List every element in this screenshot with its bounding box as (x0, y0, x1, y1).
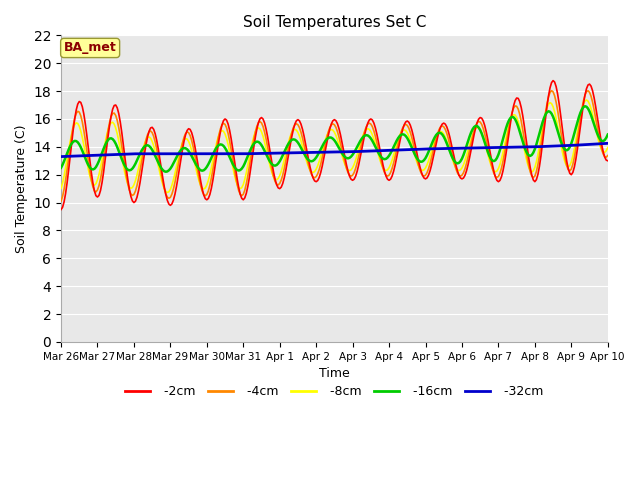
Text: BA_met: BA_met (64, 41, 116, 54)
X-axis label: Time: Time (319, 367, 350, 380)
Title: Soil Temperatures Set C: Soil Temperatures Set C (243, 15, 426, 30)
Y-axis label: Soil Temperature (C): Soil Temperature (C) (15, 124, 28, 253)
Legend:  -2cm,  -4cm,  -8cm,  -16cm,  -32cm: -2cm, -4cm, -8cm, -16cm, -32cm (120, 380, 548, 403)
